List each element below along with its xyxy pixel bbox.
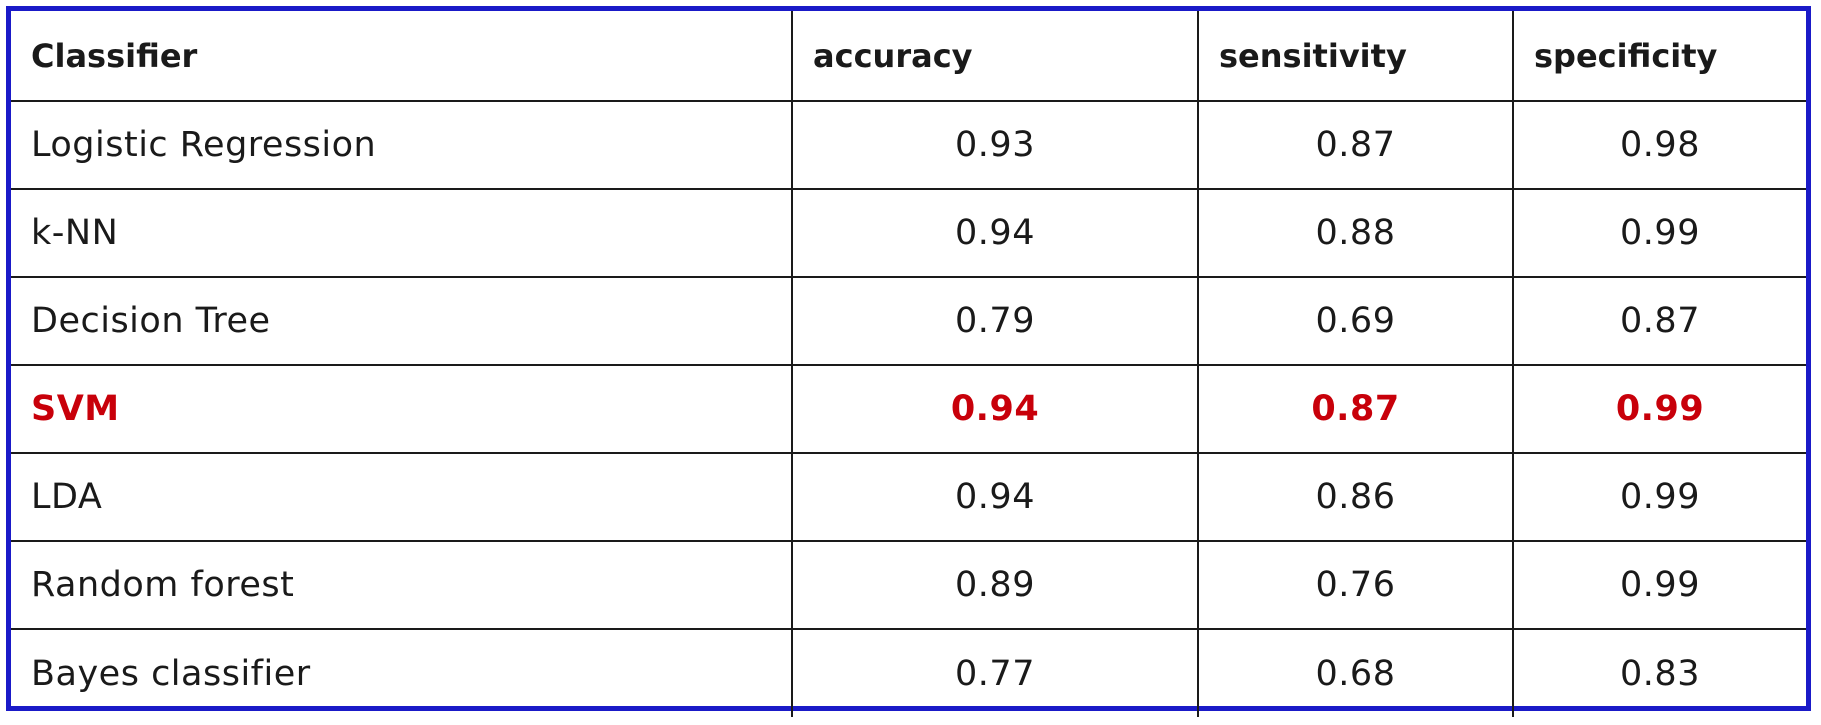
cell-specificity: 0.98	[1512, 100, 1806, 190]
table-row: Bayes classifier 0.77 0.68 0.83	[11, 628, 1806, 717]
cell-accuracy: 0.79	[791, 276, 1199, 366]
classifier-results-table: Classifier accuracy sensitivity specific…	[11, 11, 1806, 717]
cell-sensitivity: 0.86	[1197, 452, 1514, 542]
cell-classifier: Logistic Regression	[11, 100, 793, 190]
cell-specificity: 0.99	[1512, 364, 1806, 454]
table-frame: Classifier accuracy sensitivity specific…	[6, 6, 1811, 717]
header-accuracy: accuracy	[791, 11, 1199, 102]
cell-sensitivity: 0.87	[1197, 364, 1514, 454]
cell-specificity: 0.99	[1512, 452, 1806, 542]
header-classifier: Classifier	[11, 11, 793, 102]
table-row: Logistic Regression 0.93 0.87 0.98	[11, 100, 1806, 190]
cell-accuracy: 0.89	[791, 540, 1199, 630]
header-specificity: specificity	[1512, 11, 1806, 102]
cell-accuracy: 0.94	[791, 364, 1199, 454]
cell-sensitivity: 0.76	[1197, 540, 1514, 630]
cell-classifier: Bayes classifier	[11, 628, 793, 717]
cell-classifier: LDA	[11, 452, 793, 542]
cell-classifier: Random forest	[11, 540, 793, 630]
cell-accuracy: 0.94	[791, 188, 1199, 278]
cell-specificity: 0.99	[1512, 540, 1806, 630]
cell-classifier: Decision Tree	[11, 276, 793, 366]
cell-specificity: 0.99	[1512, 188, 1806, 278]
cell-sensitivity: 0.88	[1197, 188, 1514, 278]
cell-classifier: SVM	[11, 364, 793, 454]
header-sensitivity: sensitivity	[1197, 11, 1514, 102]
cell-specificity: 0.87	[1512, 276, 1806, 366]
cell-accuracy: 0.94	[791, 452, 1199, 542]
cell-accuracy: 0.93	[791, 100, 1199, 190]
cell-sensitivity: 0.69	[1197, 276, 1514, 366]
cell-sensitivity: 0.87	[1197, 100, 1514, 190]
cell-accuracy: 0.77	[791, 628, 1199, 717]
cell-sensitivity: 0.68	[1197, 628, 1514, 717]
table-body: Logistic Regression 0.93 0.87 0.98 k-NN 0.94 0…	[11, 100, 1806, 717]
table-row: k-NN 0.94 0.88 0.99	[11, 188, 1806, 278]
table-row: SVM 0.94 0.87 0.99	[11, 364, 1806, 454]
table-row: LDA 0.94 0.86 0.99	[11, 452, 1806, 542]
table-row: Decision Tree 0.79 0.69 0.87	[11, 276, 1806, 366]
table-row: Random forest 0.89 0.76 0.99	[11, 540, 1806, 630]
table-header-row: Classifier accuracy sensitivity specific…	[11, 11, 1806, 102]
cell-classifier: k-NN	[11, 188, 793, 278]
cell-specificity: 0.83	[1512, 628, 1806, 717]
